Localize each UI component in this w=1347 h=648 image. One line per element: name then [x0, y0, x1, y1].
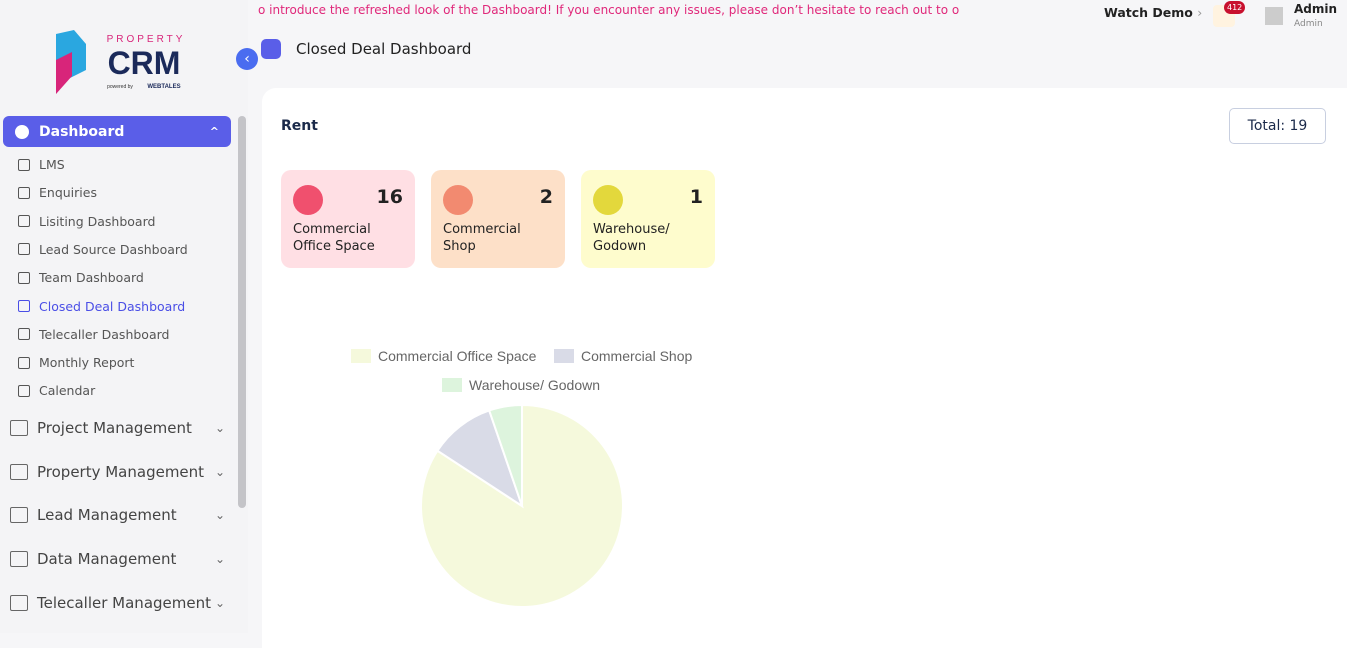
card-icon: [293, 185, 323, 215]
menu-icon: [10, 594, 28, 611]
menu-item[interactable]: Telecaller Management ⌄: [10, 594, 225, 612]
chevron: ^: [209, 125, 219, 138]
card-value: 16: [376, 186, 403, 208]
menu-icon: [10, 420, 28, 436]
submenu-item[interactable]: Lisiting Dashboard: [18, 214, 155, 229]
menu-label: Data Management: [37, 550, 177, 569]
stat-card[interactable]: 1 Warehouse/ Godown: [581, 170, 715, 268]
submenu-icon: [18, 300, 30, 312]
submenu-label: Enquiries: [39, 185, 97, 201]
legend-swatch: [554, 349, 574, 363]
menu-label: Dashboard: [39, 123, 125, 140]
chevron: ⌄: [214, 421, 225, 435]
submenu-label: Lead Source Dashboard: [39, 241, 188, 257]
menu-label: Telecaller Management: [37, 593, 211, 612]
page: PROPERTY CRM powered by WEBTALES Dashboa…: [0, 0, 1338, 633]
user-name[interactable]: Admin: [1294, 2, 1338, 16]
submenu-icon: [18, 384, 30, 397]
submenu-item[interactable]: Lead Source Dashboard: [18, 242, 188, 257]
card-label: Warehouse/ Godown: [593, 222, 670, 254]
chevron: ⌄: [214, 552, 225, 567]
submenu-item[interactable]: LMS: [18, 157, 65, 172]
card-label: Commercial Shop: [443, 222, 521, 254]
menu-label: Lead Management: [37, 506, 177, 525]
pie-chart: Commercial Office Space Commercial Shop Wa…: [351, 348, 692, 608]
logo-shape: [56, 52, 72, 94]
chevron: ⌄: [214, 464, 225, 479]
avatar[interactable]: [1265, 7, 1283, 25]
card-value: 1: [689, 186, 703, 208]
submenu-icon: [18, 271, 30, 284]
submenu-icon: [18, 356, 30, 369]
submenu-icon: [18, 186, 30, 199]
legend-swatch: [442, 378, 462, 392]
page-title: Closed Deal Dashboard: [296, 40, 472, 58]
menu-label: Property Management: [37, 462, 205, 481]
submenu-icon: [18, 328, 30, 341]
submenu-item[interactable]: Monthly Report: [18, 355, 134, 370]
total-button[interactable]: Total: 19: [1229, 108, 1326, 144]
submenu-label: Closed Deal Dashboard: [39, 298, 186, 314]
menu-icon: [10, 551, 28, 568]
submenu-label: Telecaller Dashboard: [39, 326, 170, 342]
menu-icon: [10, 507, 28, 524]
submenu-item[interactable]: Telecaller Dashboard: [18, 327, 169, 342]
card-value: 2: [539, 186, 553, 208]
legend-label: Warehouse/ Godown: [469, 377, 600, 393]
submenu-icon: [18, 243, 30, 256]
notification-bell[interactable]: 412: [1213, 1, 1246, 27]
chevron: ›: [1197, 5, 1203, 20]
submenu-label: Team Dashboard: [39, 270, 144, 286]
sidebar: PROPERTY CRM powered by WEBTALES Dashboa…: [0, 0, 248, 633]
submenu-item[interactable]: Team Dashboard: [18, 270, 144, 285]
scrollbar: [238, 116, 246, 508]
menu-item[interactable]: Data Management ⌄: [10, 550, 225, 568]
stat-card[interactable]: 16 Commercial Office Space: [281, 170, 415, 268]
submenu-label: LMS: [39, 157, 65, 172]
submenu-icon: [18, 158, 30, 171]
watch-demo-label: Watch Demo: [1104, 5, 1193, 20]
chevron: ⌄: [214, 595, 225, 610]
menu-label: Project Management: [37, 419, 192, 437]
announcement: o introduce the refreshed look of the Da…: [258, 3, 960, 17]
submenu-label: Lisiting Dashboard: [39, 213, 156, 229]
menu-icon: [15, 124, 29, 139]
menu-item[interactable]: Property Management ⌄: [10, 463, 225, 481]
logo-brand: WEBTALES: [147, 84, 180, 90]
logo: PROPERTY CRM powered by WEBTALES: [56, 30, 186, 94]
pie-slice: [487, 403, 523, 507]
submenu-item[interactable]: Closed Deal Dashboard: [18, 299, 185, 314]
legend-label: Commercial Shop: [581, 348, 692, 364]
legend-swatch: [351, 349, 371, 363]
card-label: Commercial Office Space: [293, 222, 375, 254]
card-icon: [593, 185, 623, 215]
collapse-button[interactable]: ‹: [236, 48, 258, 70]
user-role: Admin: [1294, 19, 1323, 29]
card-icon: [443, 185, 473, 215]
submenu-icon: [18, 215, 30, 228]
menu-icon: [10, 463, 28, 480]
menu-item[interactable]: Lead Management ⌄: [10, 506, 225, 524]
logo-top: PROPERTY: [107, 34, 186, 45]
stat-card[interactable]: 2 Commercial Shop: [431, 170, 565, 268]
legend-label: Commercial Office Space: [378, 348, 537, 364]
home-icon: [261, 39, 281, 59]
active-menu[interactable]: Dashboard ^: [3, 116, 231, 147]
submenu-item[interactable]: Enquiries: [18, 185, 97, 200]
submenu-item[interactable]: Calendar: [18, 383, 95, 398]
watch-demo[interactable]: Watch Demo ›: [1104, 5, 1202, 20]
notification-badge: 412: [1224, 1, 1246, 14]
section-title: Rent: [281, 118, 318, 134]
menu-item[interactable]: Project Management ⌄: [10, 419, 225, 437]
chevron: ⌄: [214, 508, 225, 523]
logo-main: CRM: [108, 45, 181, 81]
submenu-label: Monthly Report: [39, 355, 135, 371]
logo-powered: powered by: [107, 84, 133, 90]
submenu-label: Calendar: [39, 383, 96, 399]
